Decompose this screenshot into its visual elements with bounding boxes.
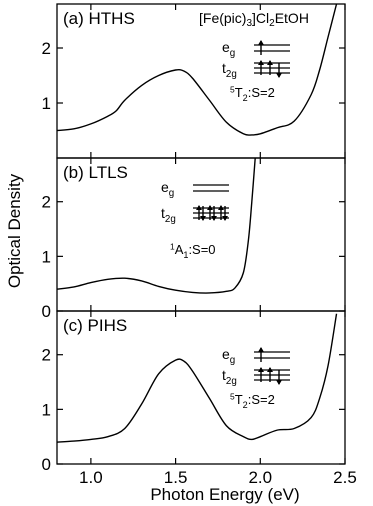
y-axis-label: Optical Density <box>5 173 24 288</box>
spin-state-label: 1A1:S=0 <box>170 241 216 259</box>
panel-label: (b) LTLS <box>63 163 128 182</box>
spin-arrow-up-head <box>258 60 264 65</box>
x-tick-label: 2.5 <box>333 468 357 487</box>
panel-frame <box>56 310 346 465</box>
y-tick-label: 0 <box>42 302 51 321</box>
x-tick-label: 2.0 <box>248 468 272 487</box>
spin-state-label: 5T2:S=2 <box>230 391 275 409</box>
x-tick-label: 1.0 <box>79 468 103 487</box>
x-axis-label: Photon Energy (eV) <box>150 485 299 504</box>
y-tick-label: 0 <box>42 455 51 474</box>
t2g-label: t2g <box>161 205 176 225</box>
t2g-label: t2g <box>222 60 237 80</box>
spin-arrow-up-head <box>218 205 224 210</box>
spectrum-line <box>57 4 338 136</box>
spin-arrow-up-head <box>267 60 273 65</box>
y-tick-label: 2 <box>42 39 51 58</box>
spin-arrow-down-head <box>200 216 206 221</box>
t2g-label: t2g <box>222 367 237 387</box>
spin-arrow-up-head <box>258 347 264 352</box>
spin-arrow-up-head <box>258 367 264 372</box>
y-tick-label: 1 <box>42 247 51 266</box>
y-tick-label: 1 <box>42 94 51 113</box>
spin-arrow-up-head <box>207 205 213 210</box>
spin-arrow-up-head <box>196 205 202 210</box>
x-tick-label: 1.5 <box>164 468 188 487</box>
eg-label: eg <box>161 179 174 199</box>
spin-arrow-down-head <box>276 380 282 385</box>
eg-label: eg <box>222 39 235 59</box>
eg-label: eg <box>222 346 235 366</box>
spin-arrow-down-head <box>276 73 282 78</box>
spectrum-line <box>57 313 338 443</box>
spin-state-label: 5T2:S=2 <box>230 84 275 102</box>
spectrum-line <box>57 158 256 294</box>
panel-label: (c) PIHS <box>63 316 127 335</box>
spin-arrow-down-head <box>222 216 228 221</box>
spin-arrow-up-head <box>267 367 273 372</box>
y-tick-label: 2 <box>42 193 51 212</box>
y-tick-label: 2 <box>42 346 51 365</box>
y-tick-label: 1 <box>42 400 51 419</box>
panel-label: (a) HTHS <box>63 9 135 28</box>
spin-arrow-down-head <box>211 216 217 221</box>
spin-arrow-up-head <box>258 40 264 45</box>
compound-label: [Fe(pic)3]Cl2EtOH <box>199 10 309 29</box>
